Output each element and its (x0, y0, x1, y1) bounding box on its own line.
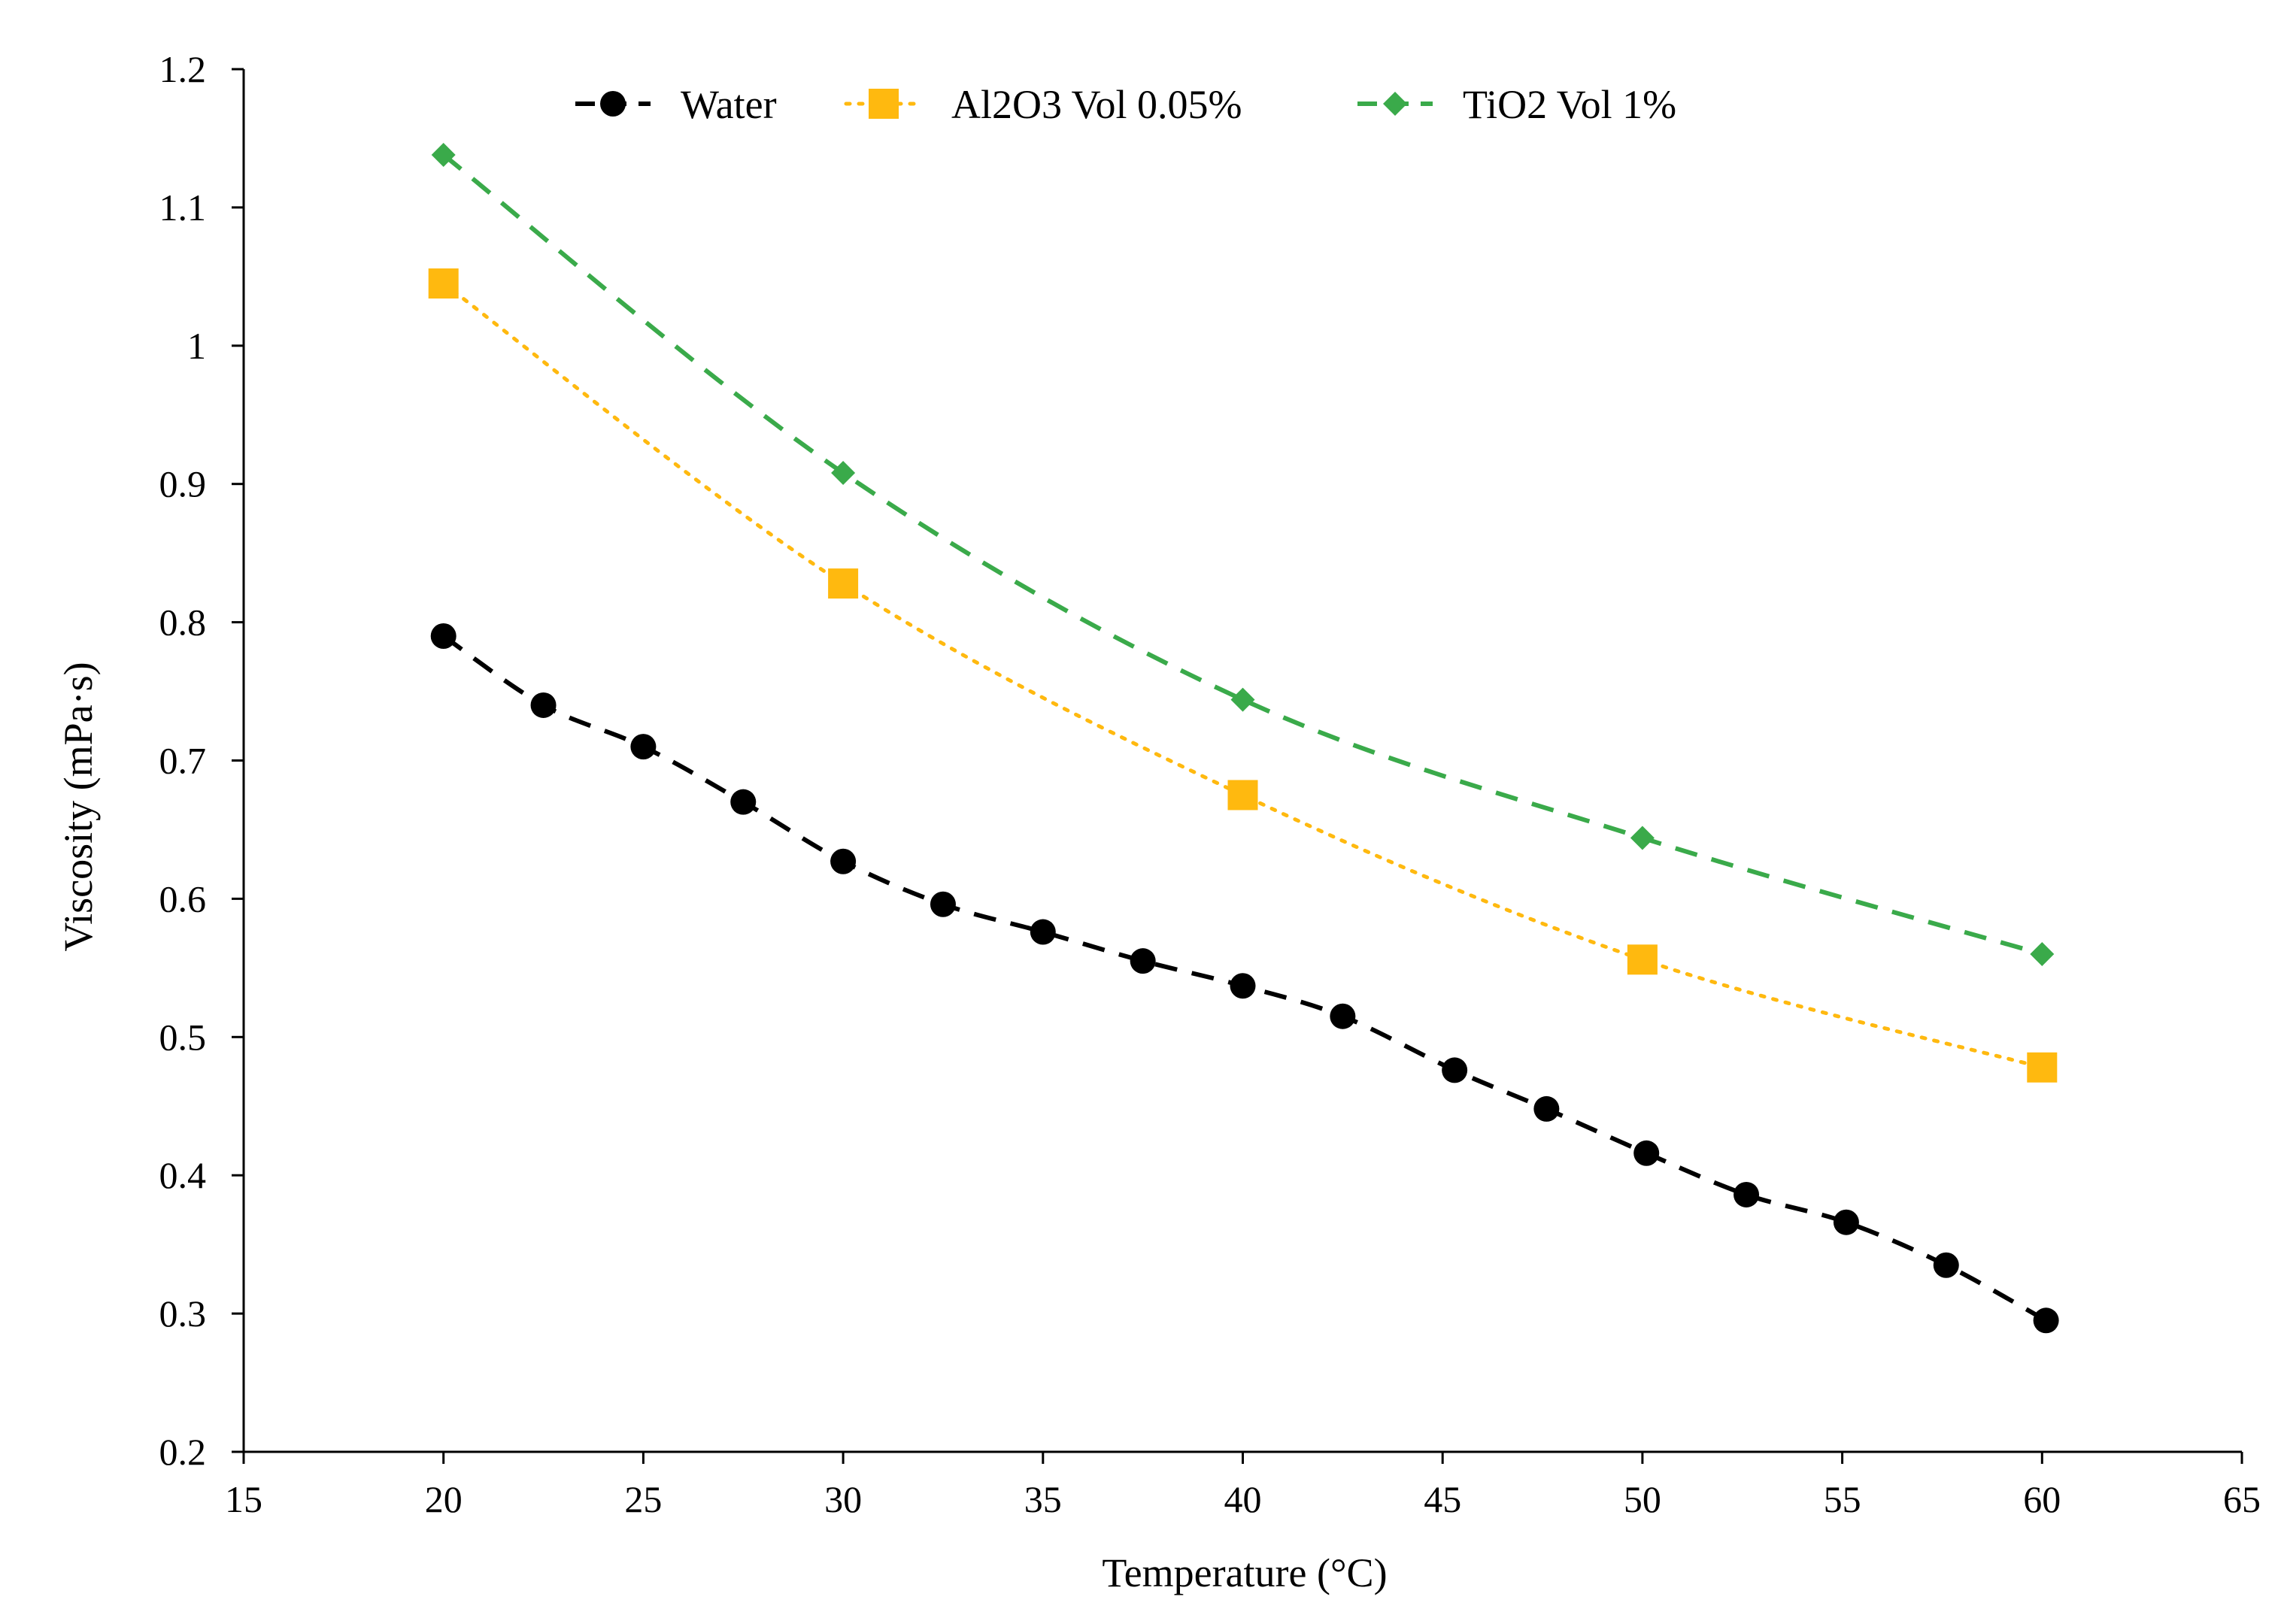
legend-label-tio2-vol-1: TiO2 Vol 1% (1463, 82, 1676, 127)
x-tick-label: 15 (225, 1478, 262, 1520)
x-tick-label: 60 (2023, 1478, 2061, 1520)
data-point-water (630, 734, 657, 760)
data-point-al2o3-vol-0-05 (2027, 1052, 2058, 1083)
data-point-tio2-vol-1 (1230, 687, 1255, 712)
data-point-water (1030, 919, 1056, 945)
y-tick-label: 1.1 (159, 186, 207, 229)
data-point-water (1833, 1209, 1859, 1235)
data-point-water (830, 848, 857, 874)
legend-entry-tio2-vol-1: TiO2 Vol 1% (1357, 82, 1676, 127)
y-tick-label: 1.2 (159, 48, 207, 90)
y-tick-label: 0.5 (159, 1016, 207, 1058)
legend-marker-al2o3-vol-0-05 (869, 89, 899, 119)
data-point-water (1442, 1057, 1468, 1083)
x-tick-label: 45 (1424, 1478, 1461, 1520)
data-point-al2o3-vol-0-05 (828, 568, 859, 599)
y-tick-label: 0.7 (159, 740, 207, 782)
x-tick-label: 40 (1224, 1478, 1262, 1520)
data-point-al2o3-vol-0-05 (1227, 780, 1258, 810)
x-tick-label: 65 (2223, 1478, 2261, 1520)
y-axis-title: Viscosity (mPa·s) (56, 662, 101, 951)
y-tick-label: 0.4 (159, 1154, 207, 1196)
y-tick-label: 0.6 (159, 877, 207, 920)
data-point-al2o3-vol-0-05 (1627, 944, 1658, 975)
y-tick-label: 0.9 (159, 463, 207, 505)
y-tick-label: 0.3 (159, 1292, 207, 1335)
x-axis-title: Temperature (°C) (1102, 1550, 1387, 1595)
legend-entry-water: Water (575, 82, 777, 127)
y-tick-label: 1 (187, 325, 206, 367)
data-point-tio2-vol-1 (2030, 941, 2055, 966)
data-point-tio2-vol-1 (431, 143, 456, 168)
legend-entry-al2o3-vol-0-05: Al2O3 Vol 0.05% (844, 82, 1242, 127)
x-tick-label: 35 (1024, 1478, 1062, 1520)
legend-marker-water (600, 91, 626, 117)
y-tick-label: 0.8 (159, 601, 207, 644)
series-water (430, 623, 2059, 1334)
data-point-water (930, 891, 956, 917)
data-point-tio2-vol-1 (831, 460, 856, 485)
axes: 0.2 0.3 0.4 0.5 0.6 0.7 0.8 0.9 1 1.1 1.2 15 20 25 30 3… (159, 48, 2261, 1520)
data-point-water (1330, 1003, 1356, 1029)
x-tick-label: 25 (624, 1478, 662, 1520)
data-point-water (730, 789, 757, 815)
x-tick-label: 50 (1624, 1478, 1661, 1520)
legend-marker-tio2-vol-1 (1383, 92, 1407, 116)
legend: Water Al2O3 Vol 0.05% TiO2 Vol 1% (575, 82, 1676, 127)
data-point-water (1230, 973, 1256, 999)
data-point-al2o3-vol-0-05 (428, 268, 459, 299)
legend-label-water: Water (681, 82, 777, 127)
series-line-al2o3-vol-0-05 (441, 281, 2044, 1070)
x-tick-label: 20 (425, 1478, 463, 1520)
data-point-water (530, 692, 557, 718)
series-layer (428, 143, 2059, 1334)
series-tio2-vol-1 (431, 143, 2055, 966)
data-point-water (1130, 948, 1156, 974)
series-al2o3-vol-0-05 (428, 268, 2058, 1083)
data-point-tio2-vol-1 (1630, 826, 1655, 850)
y-tick-label: 0.2 (159, 1431, 207, 1473)
x-tick-label: 55 (1824, 1478, 1861, 1520)
series-line-tio2-vol-1 (441, 153, 2043, 956)
data-point-water (2033, 1307, 2059, 1334)
data-point-water (1933, 1252, 1959, 1278)
data-point-water (430, 623, 457, 649)
data-point-water (1633, 1140, 1660, 1166)
data-point-water (1733, 1181, 1760, 1207)
legend-label-al2o3-vol-0-05: Al2O3 Vol 0.05% (951, 82, 1242, 127)
x-tick-label: 30 (824, 1478, 862, 1520)
data-point-water (1533, 1095, 1560, 1122)
